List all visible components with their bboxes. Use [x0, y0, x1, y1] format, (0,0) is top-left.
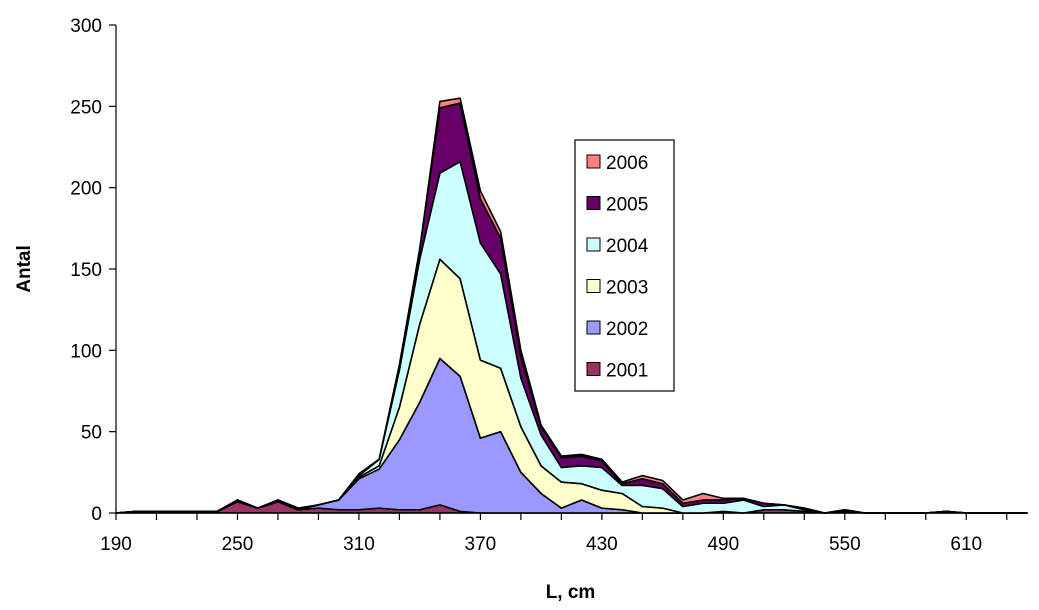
x-axis-title: L, cm	[546, 582, 596, 603]
legend-swatch-2002	[586, 320, 601, 335]
legend-swatch-2004	[586, 237, 601, 252]
axes	[109, 24, 1027, 520]
x-tick-label: 550	[829, 534, 861, 555]
legend-label-2001: 2001	[606, 361, 648, 382]
x-tick-label: 310	[343, 534, 375, 555]
y-tick-label: 300	[70, 16, 102, 37]
legend-label-2006: 2006	[606, 153, 648, 174]
tick-labels: 0 50 100 150 200 250 300 190 250 310 370 430 490 550 6…	[70, 16, 982, 555]
legend-swatch-2005	[586, 196, 601, 210]
legend-label-2004: 2004	[606, 236, 649, 257]
y-tick-label: 150	[70, 260, 102, 281]
x-tick-label: 250	[222, 534, 254, 555]
x-tick-label: 610	[950, 534, 982, 555]
legend-label-2005: 2005	[606, 195, 648, 216]
legend-swatch-2001	[586, 362, 601, 376]
y-tick-label: 100	[70, 341, 102, 362]
area-series-group	[115, 97, 1028, 514]
legend-label-2003: 2003	[606, 278, 648, 299]
legend: 2006 2005 2004 2003 2002 2001	[574, 139, 675, 392]
x-tick-label: 370	[465, 534, 497, 555]
y-tick-label: 0	[91, 504, 102, 525]
y-axis-title: Antal	[14, 245, 35, 293]
legend-swatch-2003	[586, 279, 601, 293]
y-tick-label: 200	[70, 179, 102, 200]
area-series-2006	[115, 97, 1028, 514]
legend-label-2002: 2002	[606, 319, 648, 340]
x-tick-label: 190	[100, 534, 132, 555]
x-tick-label: 490	[707, 534, 739, 555]
area-series-2005	[115, 102, 1028, 514]
y-tick-label: 250	[70, 97, 102, 118]
legend-swatch-2006	[586, 154, 601, 169]
y-tick-label: 50	[81, 423, 102, 444]
x-tick-label: 430	[586, 534, 618, 555]
legend-box	[574, 139, 675, 392]
